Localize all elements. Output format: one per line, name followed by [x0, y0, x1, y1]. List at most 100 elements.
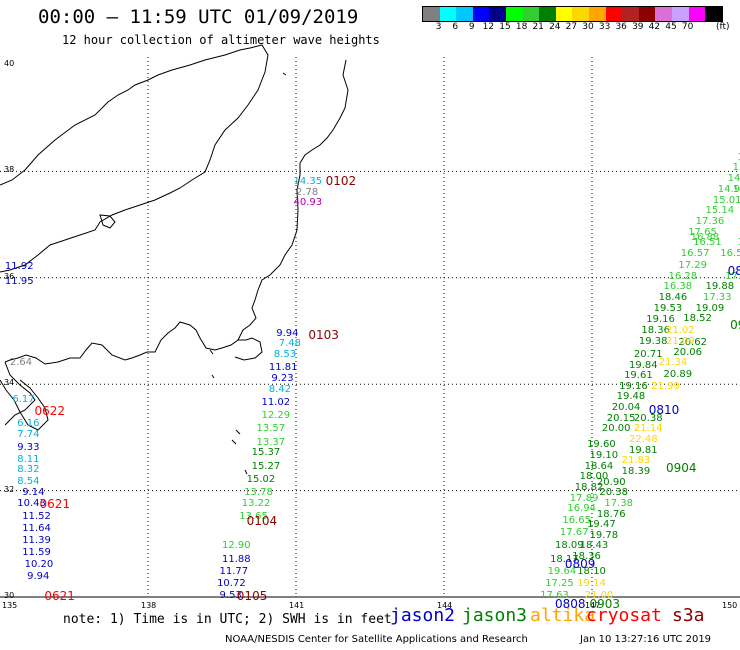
wave-height-value: 17.25 [545, 577, 574, 589]
map-title: 00:00 – 11:59 UTC 01/09/2019 [38, 6, 359, 28]
lat-tick-label: 32 [4, 484, 15, 494]
wave-height-value: 21.99 [651, 380, 680, 392]
wave-height-value: 13.57 [256, 423, 286, 435]
wave-height-value: 18.36 [641, 324, 670, 336]
legend-label: 27 [565, 22, 578, 32]
wave-height-value: 6.17 [12, 394, 35, 406]
kii-coast [4, 361, 36, 426]
pass-time-label: 0621 [44, 588, 75, 603]
wave-height-value: 17.89 [569, 492, 599, 504]
legend-label: 36 [615, 22, 627, 32]
wave-height-value: 19.53 [653, 302, 683, 314]
wave-height-value: 17.38 [604, 497, 633, 509]
pass-time-label: 09 [730, 317, 740, 332]
legend-swatch [671, 7, 689, 21]
pass-time-label: 0810 [648, 402, 680, 417]
pass-time-label: 081 [727, 264, 740, 279]
pass-time-label: 0103 [308, 327, 339, 342]
wave-height-value: 19.81 [629, 444, 658, 456]
wave-height-value: 18.76 [596, 508, 626, 520]
wave-height-value: 20.04 [611, 402, 641, 414]
wave-height-value: 15.37 [251, 447, 281, 459]
legend-swatch [588, 7, 606, 21]
legend-swatch [505, 7, 523, 21]
coastline [0, 44, 349, 475]
wave-height-value: 19.16 [619, 380, 648, 392]
legend-swatch [555, 7, 573, 21]
lat-tick-label: 30 [4, 591, 15, 600]
satellite-jason2: jason2 [390, 605, 456, 626]
noto-coast [99, 214, 116, 229]
wave-height-value: 14.8 [727, 173, 740, 185]
legend-swatch [572, 7, 589, 21]
wave-height-value: 12.90 [222, 540, 251, 552]
wave-height-value: 7.74 [17, 428, 40, 440]
grid-lines [0, 57, 740, 598]
wave-height-value: 14.83 [732, 184, 740, 195]
wave-height-value: 18.52 [683, 313, 712, 325]
lat-tick-label: 40 [4, 58, 15, 68]
legend-swatch [539, 7, 556, 21]
wave-height-value: 9.53 [219, 589, 242, 601]
footer-credit: NOAA/NESDIS Center for Satellite Applica… [225, 634, 528, 645]
wave-height-value: 21.14 [633, 423, 663, 435]
wave-height-value: 20.89 [663, 368, 693, 380]
pass-time-label: 0622 [34, 403, 66, 418]
satellite-altika: altika [530, 605, 596, 626]
wave-height-value: 20.38 [599, 487, 629, 499]
wave-height-value: 21.02 [666, 324, 695, 336]
wave-height-value: 11.95 [4, 275, 34, 287]
wave-height-value: 10.43 [17, 497, 46, 509]
lon-tick-label: 135 [2, 601, 18, 610]
wave-height-value: 10.72 [217, 577, 246, 589]
wave-height-value: 11.88 [222, 553, 251, 565]
honshu-coastline [4, 59, 349, 365]
shikoku-coast [0, 379, 49, 431]
wave-height-value: 15.14 [705, 205, 735, 217]
wave-height-value: 16.38 [663, 281, 693, 293]
wave-height-value: 18.39 [621, 465, 651, 477]
wave-height-value: 16.57 [680, 247, 710, 259]
legend-label: 30 [582, 22, 594, 32]
wave-height-value: 9.94 [27, 570, 50, 582]
wave-height-value: 17.33 [703, 292, 732, 303]
wave-height-value: 13.78 [244, 487, 273, 499]
wave-height-value: 11.52 [22, 511, 51, 523]
pass-time-label: 0903 [589, 597, 621, 612]
wave-height-value: 15 [738, 238, 740, 248]
legend-label: 3 [435, 22, 442, 32]
wave-height-value: 16.65 [562, 515, 592, 527]
wave-height-value: 15.27 [251, 460, 281, 472]
wave-height-value: 19.78 [589, 529, 619, 541]
wave-height-value: 20.06 [673, 347, 703, 359]
wave-height-value: 19.88 [705, 281, 735, 293]
footer-date: Jan 10 13:27:16 UTC 2019 [580, 634, 712, 645]
wave-height-value: 18.43 [579, 540, 609, 552]
legend-label: 6 [452, 22, 459, 32]
wave-height-value: 19.14 [577, 577, 606, 589]
wave-height-value: 6.16 [17, 418, 40, 430]
sado-island [282, 72, 287, 76]
wave-height-value: 18.10 [577, 565, 606, 577]
legend-label: 12 [482, 22, 495, 32]
legend-swatch [705, 7, 722, 21]
wave-height-value: 2.64 [9, 356, 33, 368]
wave-height-value: 15.01 [712, 194, 740, 206]
wave-height-value: 19.64 [547, 565, 577, 577]
pass-time-label: 0904 [666, 461, 697, 476]
legend-label: 45 [665, 22, 677, 32]
wave-height-value: 14.90 [717, 184, 740, 195]
legend-label: 33 [598, 22, 611, 32]
wave-height-value: 7.48 [278, 338, 301, 350]
wave-height-value: 8.53 [273, 348, 297, 360]
wave-height-value: 10.20 [24, 559, 54, 571]
wave-height-value: 21.00 [584, 589, 614, 601]
map-subtitle: 12 hour collection of altimeter wave hei… [62, 33, 380, 47]
wave-height-value: 21.83 [621, 455, 651, 467]
legend-swatch [622, 7, 639, 21]
wave-height-value: 21.09 [666, 335, 695, 347]
wave-height-value: 20.15 [606, 412, 636, 424]
wave-height-value: 17.29 [678, 260, 707, 272]
wave-height-value: 12.29 [261, 410, 291, 422]
